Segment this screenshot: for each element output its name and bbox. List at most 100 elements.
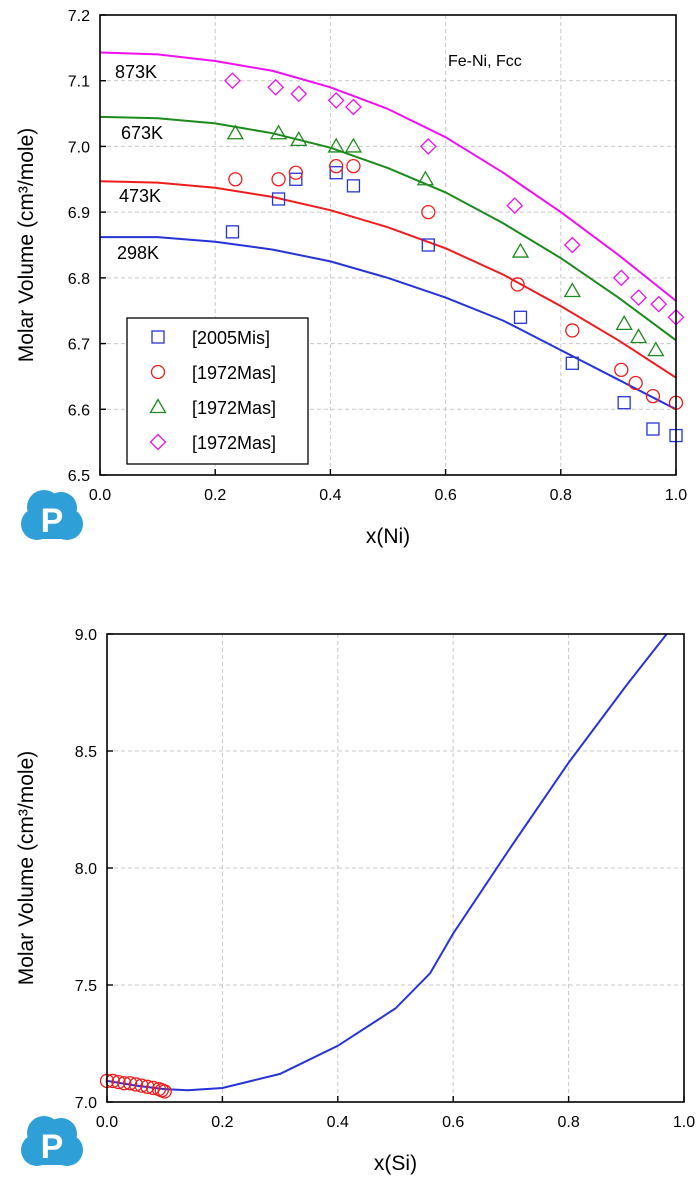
x-tick-label: 1.0 bbox=[673, 1114, 695, 1131]
x-tick-label: 0.8 bbox=[550, 487, 572, 504]
data-point-green bbox=[269, 124, 288, 140]
data-point-green bbox=[511, 242, 530, 258]
cloud-p-logo: P bbox=[21, 1116, 83, 1166]
data-point-magenta bbox=[612, 269, 630, 287]
y-tick-label: 6.5 bbox=[68, 468, 90, 485]
data-point-green bbox=[416, 170, 435, 186]
x-tick-label: 0.4 bbox=[327, 1114, 349, 1131]
data-point-red bbox=[157, 1084, 172, 1099]
chart-fe-ni: 0.0 0.2 0.4 0.6 0.8 1.0 6.5 6.6 6.7 6.8 6.9 7.0 7.1 7… bbox=[15, 8, 687, 548]
x-tick-label: 0.6 bbox=[442, 1114, 464, 1131]
y-tick-label: 8.5 bbox=[75, 744, 97, 761]
x-tick-label: 0.4 bbox=[319, 487, 341, 504]
data-point-blue bbox=[565, 356, 579, 370]
series-line-blue bbox=[107, 634, 668, 1092]
y-tick-label: 9.0 bbox=[75, 627, 97, 644]
data-point-magenta bbox=[630, 289, 647, 306]
legend-label: [1972Mas] bbox=[192, 433, 276, 453]
y-tick-label: 6.6 bbox=[68, 402, 90, 419]
y-tick-label: 7.0 bbox=[75, 1095, 97, 1112]
data-point-red bbox=[117, 1076, 132, 1091]
x-tick-label: 0.6 bbox=[434, 487, 456, 504]
legend-label: [2005Mis] bbox=[192, 328, 270, 348]
data-point-green bbox=[344, 137, 363, 153]
logo-letter: P bbox=[41, 1128, 64, 1166]
y-axis-label: Molar Volume (cm³/mole) bbox=[15, 751, 38, 986]
data-point-blue bbox=[225, 225, 240, 239]
data-point-green bbox=[290, 131, 308, 147]
y-axis-label: Molar Volume (cm³/mole) bbox=[15, 128, 38, 363]
data-point-blue bbox=[346, 179, 361, 193]
data-point-red bbox=[628, 375, 643, 391]
data-point-red bbox=[228, 172, 243, 187]
data-point-magenta bbox=[290, 85, 308, 103]
data-point-red bbox=[565, 323, 580, 338]
data-point-red bbox=[510, 277, 525, 292]
series-line-blue bbox=[100, 236, 676, 411]
data-point-magenta bbox=[563, 236, 581, 254]
data-point-red bbox=[288, 165, 303, 180]
data-point-red bbox=[140, 1079, 155, 1094]
x-tick-label: 0.8 bbox=[557, 1114, 579, 1131]
chart-annotation: Fe-Ni, Fcc bbox=[448, 53, 522, 70]
line-label-magenta: 873K bbox=[115, 62, 157, 82]
data-point-red bbox=[122, 1076, 138, 1091]
data-point-green bbox=[615, 315, 633, 331]
data-point-green bbox=[629, 328, 648, 344]
data-point-red bbox=[421, 204, 436, 220]
logo-cloud-part bbox=[45, 1118, 77, 1150]
y-tick-label: 6.9 bbox=[68, 205, 90, 222]
y-tick-label: 7.1 bbox=[68, 74, 90, 91]
series-line-magenta bbox=[100, 51, 676, 302]
legend-label: [1972Mas] bbox=[192, 398, 276, 418]
legend-marker-green bbox=[149, 398, 167, 414]
cloud-p-logo: P bbox=[21, 490, 83, 540]
data-point-blue bbox=[271, 192, 286, 206]
data-point-green bbox=[226, 124, 244, 140]
data-point-magenta bbox=[267, 78, 285, 96]
data-point-red bbox=[329, 158, 344, 174]
legend-marker-blue bbox=[151, 330, 165, 344]
data-point-magenta bbox=[506, 197, 524, 214]
line-label-red: 473K bbox=[119, 186, 161, 206]
x-tick-label: 0.2 bbox=[204, 487, 226, 504]
data-point-red bbox=[271, 172, 286, 187]
logo-letter: P bbox=[41, 502, 64, 540]
data-point-blue bbox=[646, 422, 660, 436]
x-axis-label: x(Si) bbox=[374, 1152, 417, 1175]
data-point-magenta bbox=[650, 295, 668, 313]
data-point-blue bbox=[421, 238, 435, 252]
series-line-red bbox=[100, 180, 676, 379]
x-tick-label: 0.0 bbox=[89, 487, 111, 504]
y-tick-label: 6.7 bbox=[68, 337, 90, 354]
data-point-blue bbox=[513, 310, 528, 324]
x-axis-label: x(Ni) bbox=[366, 525, 410, 548]
series-line-green bbox=[100, 115, 676, 342]
data-point-blue bbox=[329, 166, 343, 180]
legend-box bbox=[126, 317, 309, 465]
y-tick-label: 6.8 bbox=[68, 271, 90, 288]
x-tick-label: 1.0 bbox=[665, 487, 687, 504]
legend-label: [1972Mas] bbox=[192, 363, 276, 383]
plot-frame bbox=[99, 14, 677, 476]
legend-marker-red bbox=[150, 364, 166, 380]
chart-si: 0.0 0.2 0.4 0.6 0.8 1.0 7.0 7.5 8.0 8.5 9.0 x(Si) Mo… bbox=[15, 627, 695, 1175]
y-tick-label: 7.0 bbox=[68, 139, 90, 156]
data-point-red bbox=[111, 1074, 126, 1090]
legend: [2005Mis] [1972Mas] [1972Mas] [1972Mas] bbox=[126, 317, 309, 465]
logo-cloud-part bbox=[45, 492, 77, 524]
x-tick-label: 0.0 bbox=[96, 1114, 118, 1131]
data-point-magenta bbox=[419, 138, 437, 155]
data-point-green bbox=[647, 341, 665, 357]
line-label-blue: 298K bbox=[117, 243, 159, 263]
data-point-green bbox=[563, 282, 581, 298]
data-point-red bbox=[128, 1077, 144, 1092]
data-point-magenta bbox=[345, 98, 362, 116]
data-point-green bbox=[327, 137, 345, 153]
logo-cloud-part bbox=[32, 1143, 72, 1165]
line-label-green: 673K bbox=[121, 123, 163, 143]
data-point-red bbox=[346, 158, 361, 174]
x-tick-label: 0.2 bbox=[211, 1114, 233, 1131]
data-point-red bbox=[134, 1078, 149, 1093]
